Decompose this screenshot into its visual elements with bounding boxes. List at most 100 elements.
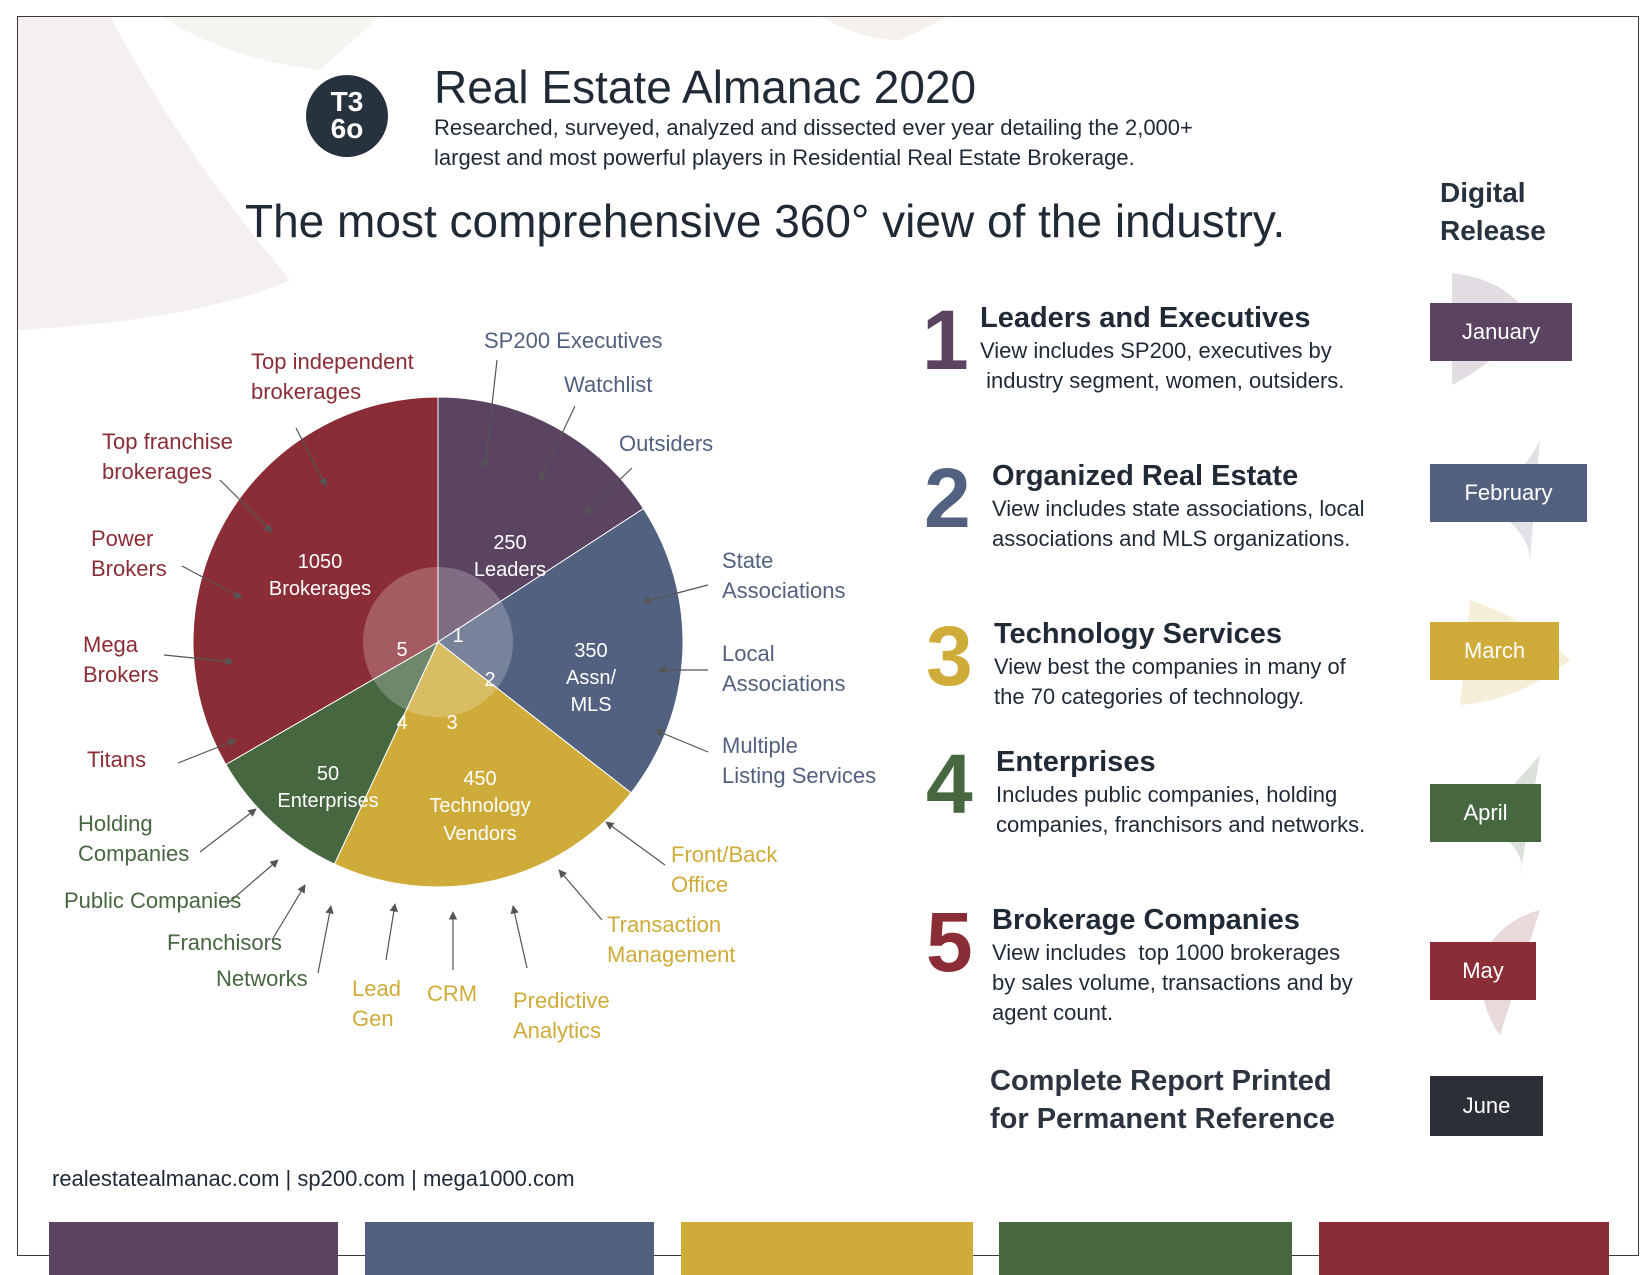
digital-release-heading: Digital Release xyxy=(1440,177,1546,246)
section-desc-2b: associations and MLS organizations. xyxy=(992,526,1351,551)
slice-value-enterprises: 50 xyxy=(317,763,339,785)
leader-arrow-16 xyxy=(177,738,237,764)
section-number-4: 4 xyxy=(926,737,973,831)
label-lead1: Lead xyxy=(352,976,401,1001)
leader-arrow-19 xyxy=(219,479,273,533)
slice-label-tech2: Vendors xyxy=(443,823,516,845)
month-tag-january: January xyxy=(1430,303,1572,361)
leader-arrow-14 xyxy=(226,859,279,905)
slice-value-brokerages: 1050 xyxy=(298,551,343,573)
label-watchlist: Watchlist xyxy=(564,372,652,397)
slice-label-mls: MLS xyxy=(570,694,611,716)
label-top-franchise1: Top franchise xyxy=(102,429,233,454)
footer-bar-red xyxy=(1319,1222,1609,1275)
leader-arrow-20 xyxy=(295,427,327,487)
label-power1: Power xyxy=(91,526,153,551)
section-title-2: Organized Real Estate xyxy=(992,460,1299,492)
label-titans: Titans xyxy=(87,747,146,772)
pie-slice-4 xyxy=(225,640,440,865)
label-state2: Associations xyxy=(722,578,846,603)
section-desc-5b: by sales volume, transactions and by xyxy=(992,970,1353,995)
month-tag-may: May xyxy=(1430,942,1536,1000)
pie-slice-1 xyxy=(437,396,645,643)
footer-bar-green xyxy=(999,1222,1292,1275)
section-number-5: 5 xyxy=(926,895,973,989)
pie-slice-5 xyxy=(192,396,439,766)
section-title-4: Enterprises xyxy=(996,746,1156,778)
month-tag-june: June xyxy=(1430,1076,1543,1136)
leader-arrow-13 xyxy=(271,884,306,941)
slice-label-tech1: Technology xyxy=(429,795,530,817)
pie-inner-segment-4 xyxy=(373,642,438,710)
final-report-note: Complete Report Printed for Permanent Ref… xyxy=(990,1065,1335,1135)
leader-arrow-18 xyxy=(181,565,243,599)
label-trans1: Transaction xyxy=(607,912,721,937)
section-desc-1b: industry segment, women, outsiders. xyxy=(980,368,1345,393)
label-local1: Local xyxy=(722,641,775,666)
label-crm: CRM xyxy=(427,981,477,1006)
page-subtitle: Researched, surveyed, analyzed and disse… xyxy=(434,115,1193,170)
month-tag-february: February xyxy=(1430,464,1587,522)
label-lead2: Gen xyxy=(352,1006,394,1031)
pie-inner-segment-3 xyxy=(406,642,498,717)
pie-slice-2 xyxy=(437,507,684,794)
label-networks: Networks xyxy=(216,966,308,991)
label-front1: Front/Back xyxy=(671,842,778,867)
leader-arrow-4 xyxy=(642,584,709,605)
slice-label-assn: Assn/ xyxy=(566,667,616,689)
slice-label-enterprises: Enterprises xyxy=(277,790,378,812)
label-mega1: Mega xyxy=(83,632,139,657)
section-number-1: 1 xyxy=(922,293,969,387)
month-tag-march: March xyxy=(1430,622,1559,680)
page-title: Real Estate Almanac 2020 xyxy=(434,61,977,113)
leader-arrow-11 xyxy=(385,903,398,961)
label-holding1: Holding xyxy=(78,811,153,836)
footer-bar-gold xyxy=(681,1222,973,1275)
label-mega2: Brokers xyxy=(83,662,159,687)
slice-value-assn: 350 xyxy=(574,640,607,662)
label-trans2: Management xyxy=(607,942,735,967)
leader-arrow-6 xyxy=(654,729,709,753)
section-desc-4a: Includes public companies, holding xyxy=(996,782,1338,807)
label-front2: Office xyxy=(671,872,728,897)
leader-arrow-1 xyxy=(481,359,498,469)
pie-inner-segment-1 xyxy=(438,567,501,642)
leader-arrow-15 xyxy=(199,808,257,853)
section-desc-3b: the 70 categories of technology. xyxy=(994,684,1305,709)
label-franchisors: Franchisors xyxy=(167,930,282,955)
leader-arrow-9 xyxy=(510,905,528,969)
inner-num-1: 1 xyxy=(452,625,463,647)
label-mls1: Multiple xyxy=(722,733,798,758)
section-desc-2a: View includes state associations, local xyxy=(992,496,1365,521)
label-public-companies: Public Companies xyxy=(64,888,241,913)
footer-links[interactable]: realestatealmanac.com | sp200.com | mega… xyxy=(52,1166,575,1191)
inner-num-5: 5 xyxy=(396,639,407,661)
label-pred1: Predictive xyxy=(513,988,610,1013)
t360-logo: T3 6o xyxy=(306,75,388,157)
label-outsiders: Outsiders xyxy=(619,431,713,456)
slice-value-leaders: 250 xyxy=(493,532,526,554)
leader-arrow-12 xyxy=(317,905,334,974)
slice-label-leaders: Leaders xyxy=(474,559,546,581)
section-desc-1a: View includes SP200, executives by xyxy=(980,338,1332,363)
leader-arrow-8 xyxy=(558,869,603,921)
label-top-independent1: Top independent xyxy=(251,349,414,374)
label-holding2: Companies xyxy=(78,841,189,866)
leader-arrow-17 xyxy=(163,654,234,666)
leader-arrow-7 xyxy=(605,821,666,866)
label-sp200: SP200 Executives xyxy=(484,328,663,353)
headline: The most comprehensive 360° view of the … xyxy=(245,195,1286,247)
section-desc-3a: View best the companies in many of xyxy=(994,654,1346,679)
section-title-3: Technology Services xyxy=(994,618,1282,650)
label-mls2: Listing Services xyxy=(722,763,876,788)
label-top-independent2: brokerages xyxy=(251,379,361,404)
inner-num-3: 3 xyxy=(446,712,457,734)
label-power2: Brokers xyxy=(91,556,167,581)
slice-value-tech: 450 xyxy=(463,768,496,790)
pie-inner-segment-2 xyxy=(438,601,513,689)
section-desc-5c: agent count. xyxy=(992,1000,1114,1025)
label-top-franchise2: brokerages xyxy=(102,459,212,484)
section-number-3: 3 xyxy=(926,609,973,703)
month-tag-april: April xyxy=(1430,784,1541,842)
